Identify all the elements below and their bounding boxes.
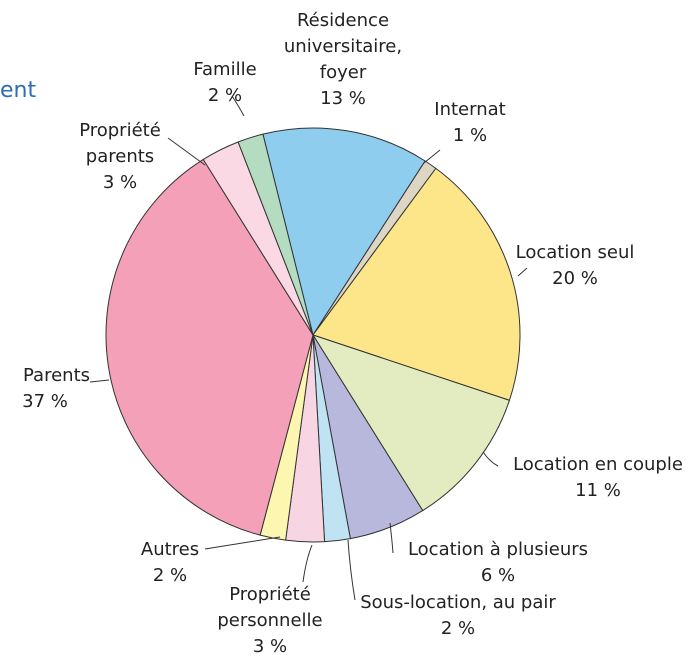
leader-line	[89, 379, 110, 383]
category-label: Famille	[193, 59, 257, 80]
leader-line	[231, 95, 245, 117]
category-label: Location en couple	[513, 454, 683, 475]
pie-label: Résidence universitaire, foyer 13 %	[268, 8, 418, 112]
leader-line	[423, 149, 441, 164]
value-label: 2 %	[207, 85, 243, 106]
value-label: 11 %	[575, 480, 621, 501]
pie-label: Parents 37 %	[0, 363, 90, 415]
pie-label: Autres 2 %	[125, 537, 215, 589]
pie-label: Propriété personnelle 3 %	[210, 582, 330, 655]
pie-label: Location en couple 11 %	[498, 452, 698, 504]
pie-slice	[105, 158, 314, 536]
category-label: Internat	[434, 99, 506, 120]
pie-label: Propriété parents 3 %	[60, 118, 180, 196]
value-label: 37 %	[22, 391, 68, 412]
value-label: 2 %	[440, 618, 476, 639]
pie-label: Location seul 20 %	[515, 240, 635, 292]
pie-label: Location à plusieurs 6 %	[388, 537, 608, 589]
pie-slice	[311, 334, 511, 512]
leader-line	[389, 522, 394, 554]
value-label: 13 %	[320, 88, 366, 109]
category-label: Sous-location, au pair	[360, 592, 556, 613]
leader-line	[167, 137, 206, 166]
leader-line	[347, 539, 356, 601]
category-label: Résidence universitaire, foyer	[283, 10, 403, 83]
pie-slice	[237, 133, 314, 336]
pie-label: Internat 1 %	[410, 97, 530, 149]
value-label: 6 %	[480, 565, 516, 586]
leader-line	[302, 544, 313, 583]
category-label: Propriété personnelle	[217, 584, 323, 631]
value-label: 20 %	[552, 268, 598, 289]
chart-title: ent	[0, 78, 37, 103]
leader-line	[204, 536, 281, 550]
value-label: 3 %	[252, 636, 288, 655]
category-label: Location à plusieurs	[407, 539, 589, 560]
category-label: Location seul	[515, 242, 635, 263]
value-label: 3 %	[102, 172, 138, 193]
leader-line	[482, 451, 499, 467]
category-label: Autres	[140, 539, 200, 560]
pie-slice	[312, 167, 521, 401]
category-label: Parents	[23, 365, 90, 386]
pie-label: Sous-location, au pair 2 %	[338, 590, 578, 642]
leader-line	[517, 267, 528, 277]
category-label: Propriété parents	[79, 120, 161, 167]
value-label: 2 %	[152, 565, 188, 586]
pie-label: Famille 2 %	[175, 57, 275, 109]
pie-slice	[262, 127, 426, 337]
value-label: 1 %	[452, 125, 488, 146]
